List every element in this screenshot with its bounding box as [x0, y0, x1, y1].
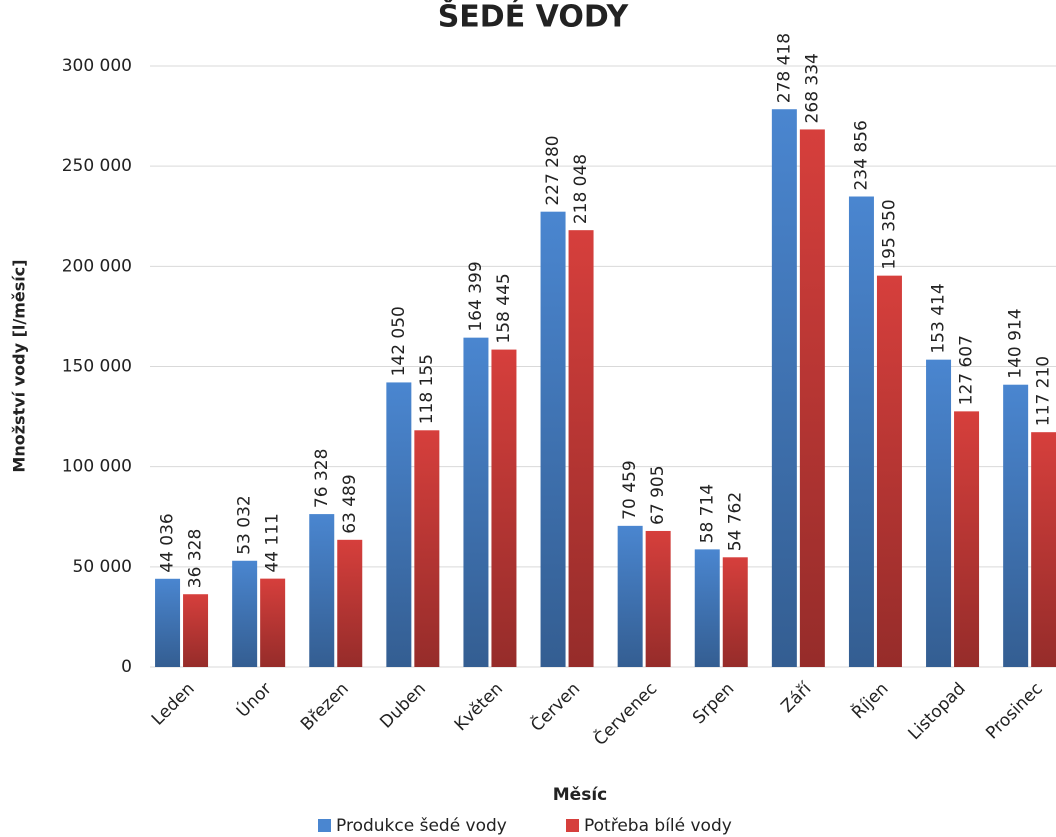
- bar: [155, 578, 181, 667]
- bar: [694, 549, 720, 667]
- bar: [954, 411, 980, 667]
- x-tick-label: Červen: [526, 678, 584, 736]
- x-tick-label: Listopad: [904, 679, 969, 744]
- bar: [540, 211, 566, 667]
- y-tick-label: 150 000: [62, 357, 132, 377]
- data-label: 227 280: [543, 135, 563, 205]
- y-tick-label: 0: [121, 657, 132, 677]
- bar: [848, 196, 874, 668]
- bar: [799, 129, 825, 667]
- bar: [1031, 432, 1056, 667]
- data-label: 234 856: [851, 120, 871, 190]
- bar: [568, 230, 594, 667]
- chart-title: ŠEDÉ VODY: [438, 0, 630, 35]
- x-tick-label: Červenec: [589, 678, 661, 750]
- bar: [260, 578, 286, 667]
- bar: [232, 560, 258, 667]
- y-tick-label: 50 000: [73, 557, 132, 577]
- bar: [309, 514, 335, 667]
- legend-swatch: [318, 819, 331, 832]
- data-label: 67 905: [648, 465, 668, 524]
- data-label: 164 399: [466, 261, 486, 331]
- data-label: 76 328: [312, 449, 332, 508]
- bar: [876, 275, 902, 667]
- data-label: 70 459: [620, 460, 640, 519]
- y-tick-label: 250 000: [62, 156, 132, 176]
- data-label: 117 210: [1034, 356, 1054, 426]
- bar: [463, 337, 489, 667]
- data-label: 218 048: [571, 154, 591, 224]
- bar: [926, 359, 952, 667]
- bar: [491, 349, 517, 667]
- y-axis-title: Množství vody [l/měsíc]: [10, 259, 29, 472]
- x-tick-label: Září: [777, 678, 816, 717]
- x-tick-label: Prosinec: [982, 679, 1046, 743]
- data-label: 53 032: [235, 495, 255, 554]
- legend-swatch: [566, 819, 579, 832]
- legend-label: Produkce šedé vody: [336, 816, 507, 836]
- bar: [722, 557, 748, 667]
- data-label: 63 489: [340, 474, 360, 533]
- data-label: 44 036: [158, 513, 178, 572]
- data-label: 268 334: [802, 53, 822, 123]
- x-tick-label: Srpen: [689, 679, 738, 728]
- x-axis-title: Měsíc: [553, 785, 607, 805]
- bar: [414, 430, 440, 667]
- bar: [771, 109, 797, 667]
- data-label: 158 445: [494, 273, 514, 343]
- data-label: 127 607: [957, 335, 977, 405]
- data-label: 140 914: [1006, 308, 1026, 378]
- y-tick-label: 300 000: [62, 56, 132, 76]
- data-label: 195 350: [879, 199, 899, 269]
- data-label: 58 714: [697, 484, 717, 543]
- x-tick-label: Březen: [297, 679, 353, 735]
- bar: [337, 539, 363, 667]
- data-label: 36 328: [186, 529, 206, 588]
- y-tick-label: 100 000: [62, 457, 132, 477]
- bar: [183, 594, 209, 667]
- x-tick-label: Říjen: [847, 678, 893, 724]
- data-label: 118 155: [417, 354, 437, 424]
- bar: [645, 530, 671, 667]
- legend-label: Potřeba bílé vody: [584, 816, 732, 836]
- y-tick-label: 200 000: [62, 256, 132, 276]
- x-tick-label: Únor: [231, 678, 275, 722]
- data-label: 278 418: [774, 33, 794, 103]
- bar: [386, 382, 412, 667]
- x-tick-label: Duben: [376, 679, 430, 733]
- data-label: 54 762: [725, 492, 745, 551]
- bar: [617, 525, 643, 667]
- data-label: 153 414: [929, 283, 949, 353]
- data-label: 142 050: [389, 306, 409, 376]
- bar: [1003, 384, 1029, 667]
- x-tick-label: Leden: [148, 679, 199, 730]
- x-tick-label: Květen: [451, 679, 507, 735]
- data-label: 44 111: [263, 513, 283, 572]
